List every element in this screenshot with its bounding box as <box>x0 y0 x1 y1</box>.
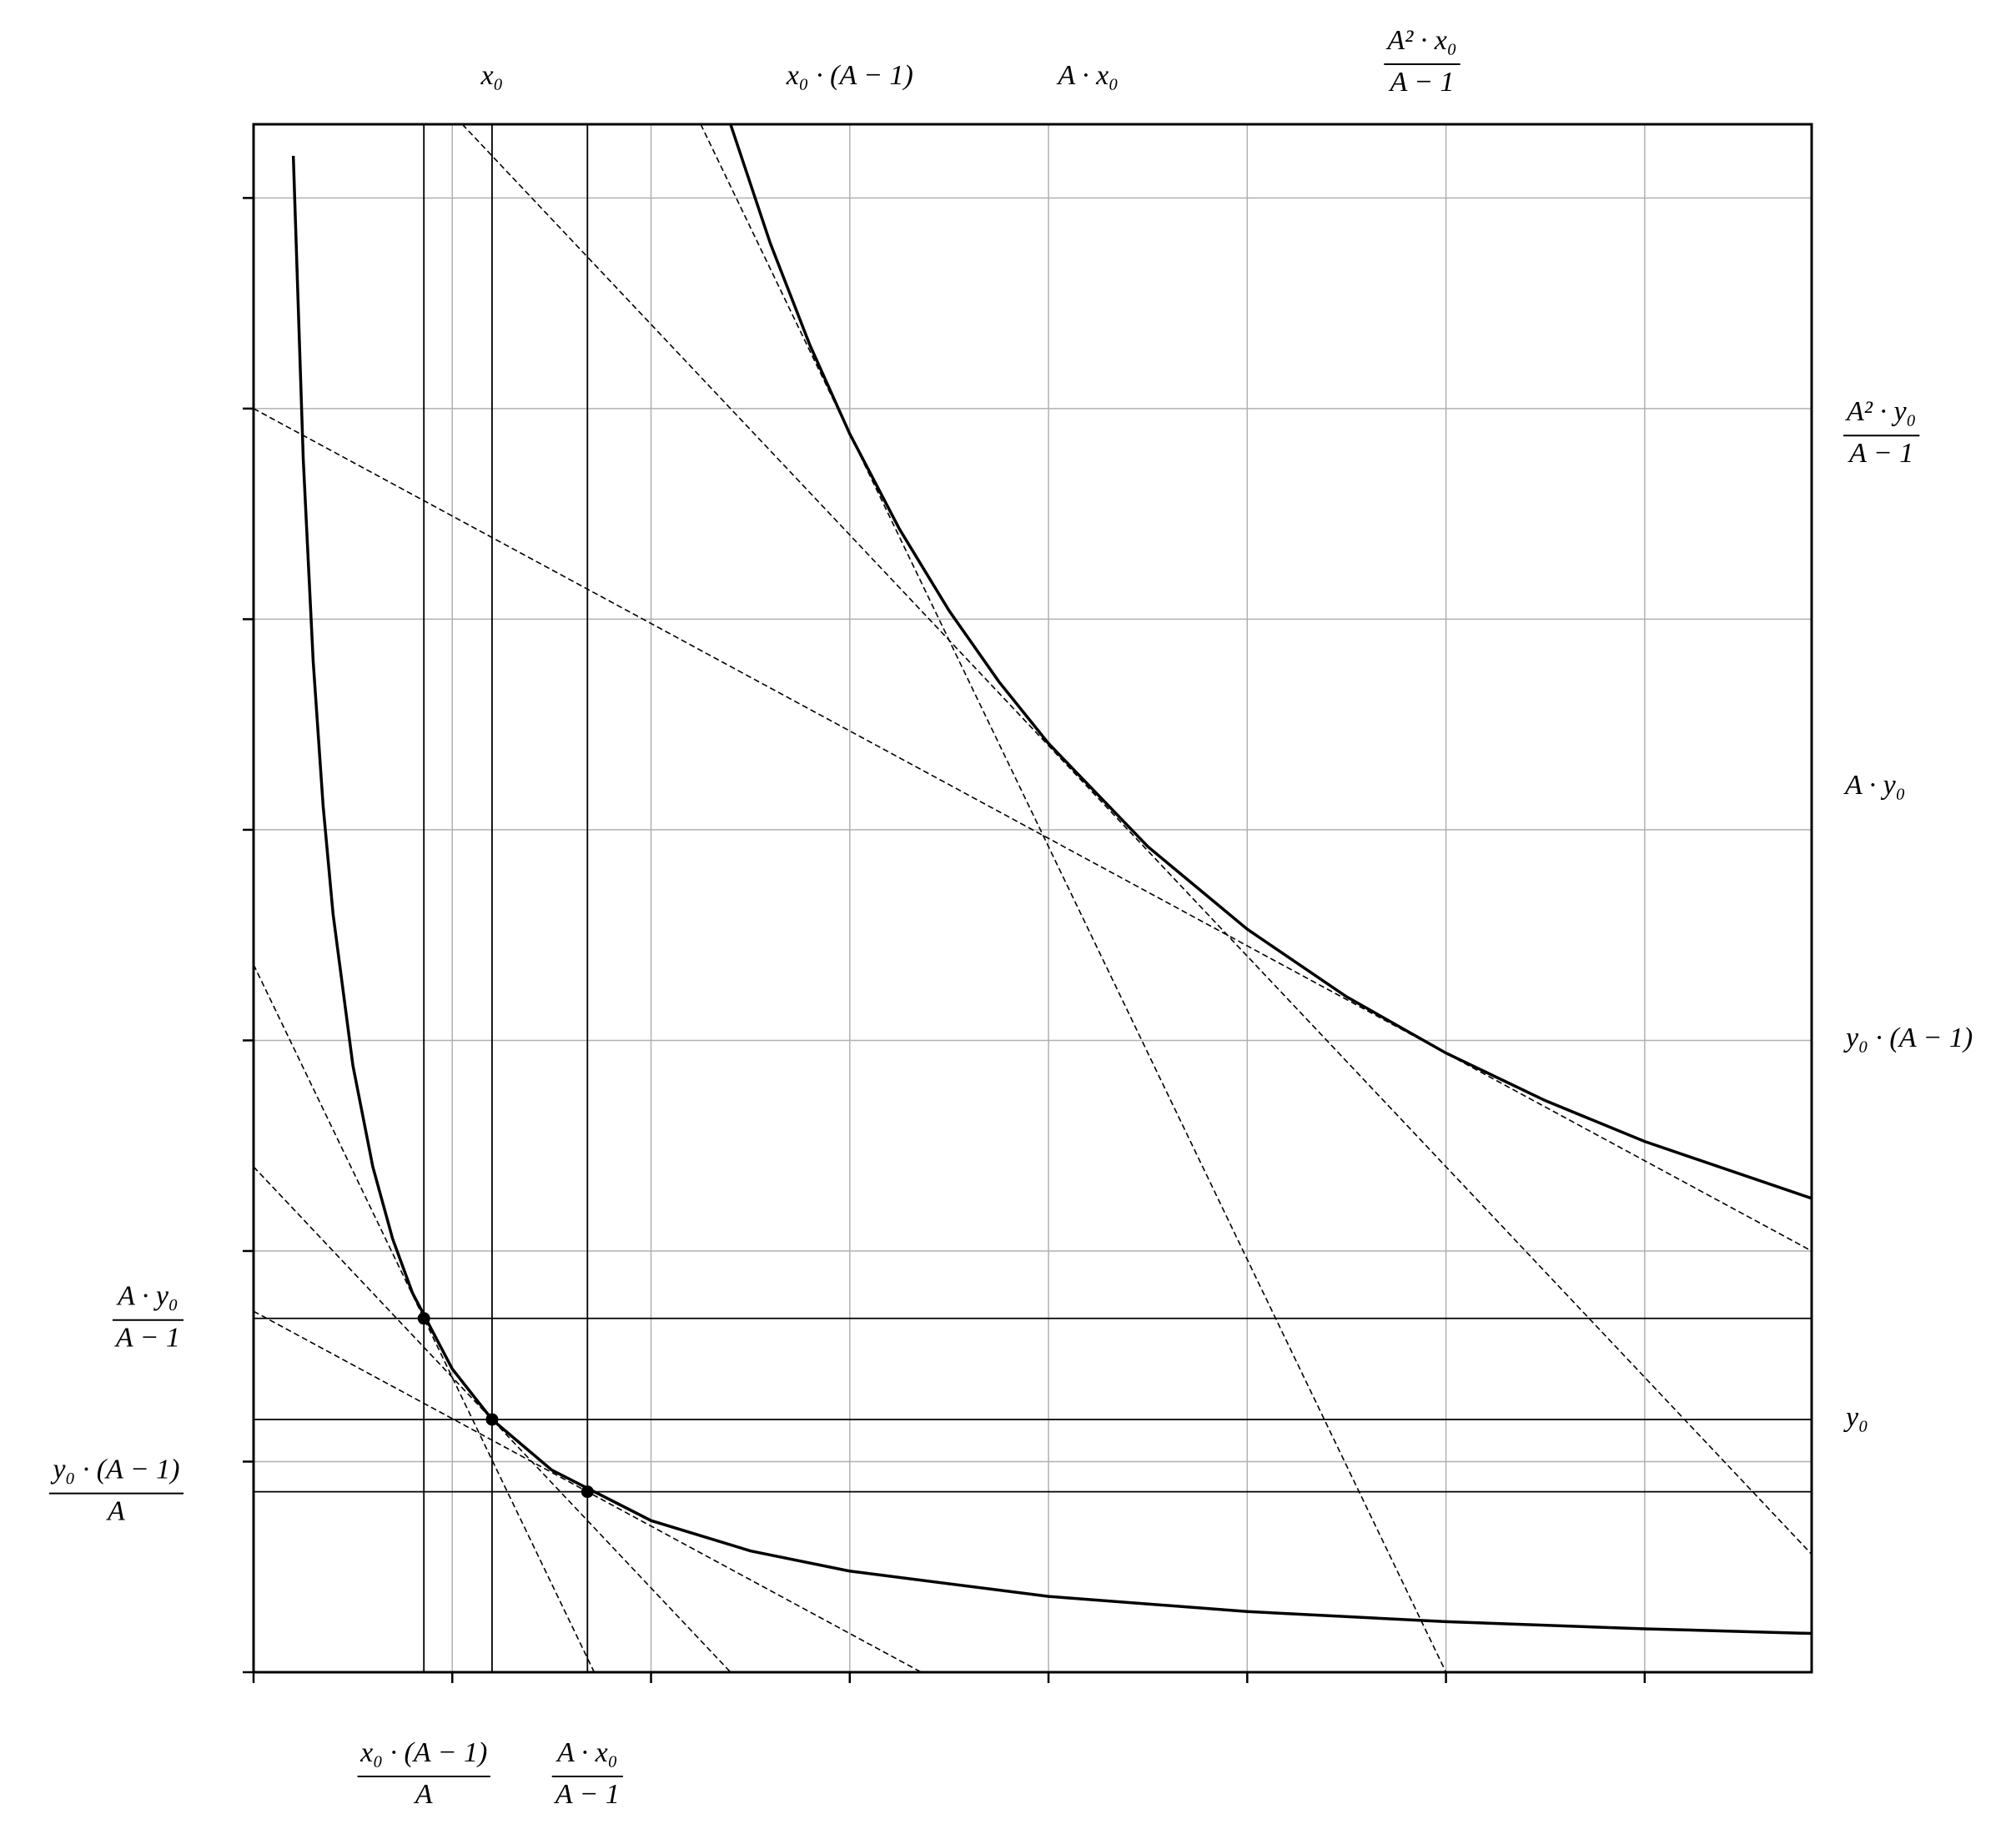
fraction-numerator: A · y₀ <box>116 1281 178 1312</box>
curve <box>291 155 1812 1636</box>
annotation: x₀ · (A − 1) <box>786 60 913 91</box>
annotation-text: y₀ · (A − 1) <box>1843 1023 1973 1053</box>
labels: x₀ x₀ · (A − 1) A · x₀ A² · x₀ A − 1 x₀ · (A … <box>48 25 1973 1810</box>
annotation: A · x₀ A − 1 <box>551 1737 623 1810</box>
annotation: A · y₀ <box>1843 770 1906 801</box>
annotation-text: x₀ · (A − 1) <box>786 60 913 91</box>
curve <box>729 124 1812 1200</box>
annotation-text: x₀ <box>480 60 503 91</box>
annotation: y₀ · (A − 1) <box>1843 1023 1973 1053</box>
annotation-text: A · y₀ <box>1843 770 1906 801</box>
fraction-numerator: A² · x₀ <box>1385 25 1456 56</box>
annotation-text: y₀ <box>1843 1402 1868 1433</box>
annotation-text: A · x₀ <box>1056 60 1119 91</box>
annotation: A² · x₀ A − 1 <box>1384 25 1460 98</box>
point <box>485 1413 499 1426</box>
annotation: x₀ · (A − 1) A <box>357 1737 490 1810</box>
fraction-numerator: A · x₀ <box>556 1737 618 1768</box>
fraction-denominator: A <box>414 1779 433 1810</box>
tangent-line <box>254 964 596 1672</box>
annotation: y₀ <box>1843 1402 1868 1433</box>
tangent-line <box>461 124 1812 1555</box>
annotation: x₀ <box>480 60 503 91</box>
tangent-line <box>700 124 1447 1672</box>
fraction-numerator: A² · y₀ <box>1845 396 1916 427</box>
annotation: A · x₀ <box>1056 60 1119 91</box>
fraction-denominator: A − 1 <box>554 1779 620 1810</box>
fraction-numerator: y₀ · (A − 1) <box>50 1454 179 1485</box>
fraction-denominator: A − 1 <box>1388 67 1454 98</box>
plot-frame <box>252 123 1813 1674</box>
plot-area <box>254 124 1812 1672</box>
annotation: A · y₀ A − 1 <box>112 1281 184 1354</box>
annotation: A² · y₀ A − 1 <box>1843 396 1920 469</box>
tangent-line <box>254 408 1812 1252</box>
fraction-denominator: A − 1 <box>1848 438 1913 469</box>
tangent-line <box>254 1166 731 1672</box>
point <box>581 1485 594 1499</box>
point <box>417 1312 430 1325</box>
fraction-numerator: x₀ · (A − 1) <box>359 1737 487 1768</box>
annotation: y₀ · (A − 1) A <box>48 1454 184 1526</box>
fraction-denominator: A <box>106 1495 125 1526</box>
fraction-denominator: A − 1 <box>114 1323 180 1354</box>
